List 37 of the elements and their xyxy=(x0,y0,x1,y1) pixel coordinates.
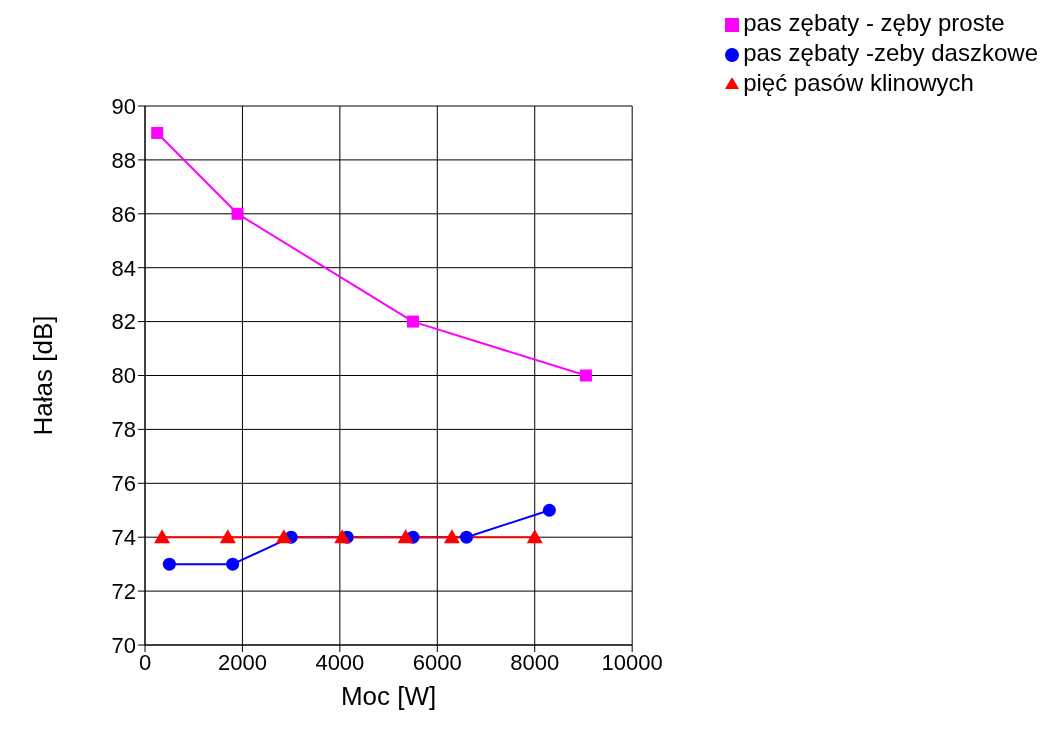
point xyxy=(406,315,419,328)
y-tick-label: 70 xyxy=(111,632,136,658)
point xyxy=(579,369,592,382)
y-tick-label: 88 xyxy=(111,147,136,173)
legend-label: pas zębaty -zeby daszkowe xyxy=(743,39,1038,66)
x-tick-label: 10000 xyxy=(601,649,663,675)
point xyxy=(231,207,244,220)
point xyxy=(219,529,236,544)
point xyxy=(226,557,240,571)
x-tick-label: 6000 xyxy=(412,649,462,675)
y-tick-label: 78 xyxy=(111,417,136,443)
x-axis-title: Moc [W] xyxy=(340,681,437,711)
point xyxy=(526,529,543,544)
x-tick-label: 4000 xyxy=(315,649,365,675)
legend-label: pięć pasów klinowych xyxy=(743,69,974,96)
y-tick-label: 72 xyxy=(111,578,136,604)
y-tick-label: 80 xyxy=(111,363,136,389)
x-tick-label: 2000 xyxy=(217,649,267,675)
point xyxy=(542,503,556,517)
point xyxy=(154,529,171,544)
y-tick-label: 84 xyxy=(111,255,136,281)
point xyxy=(460,530,474,544)
legend-label: pas zębaty - zęby proste xyxy=(743,9,1005,36)
point xyxy=(397,529,414,544)
y-tick-label: 86 xyxy=(111,201,136,227)
y-axis-title: Hałas [dB] xyxy=(28,315,59,436)
x-tick-label: 8000 xyxy=(510,649,560,675)
x-tick-label: 0 xyxy=(138,649,152,675)
point xyxy=(151,126,164,139)
y-tick-label: 74 xyxy=(111,525,136,551)
point xyxy=(275,529,292,544)
y-tick-label: 76 xyxy=(111,471,136,497)
point xyxy=(443,529,460,544)
point xyxy=(162,557,176,571)
y-tick-label: 82 xyxy=(111,309,136,335)
point xyxy=(334,529,351,544)
y-tick-label: 90 xyxy=(111,93,136,119)
